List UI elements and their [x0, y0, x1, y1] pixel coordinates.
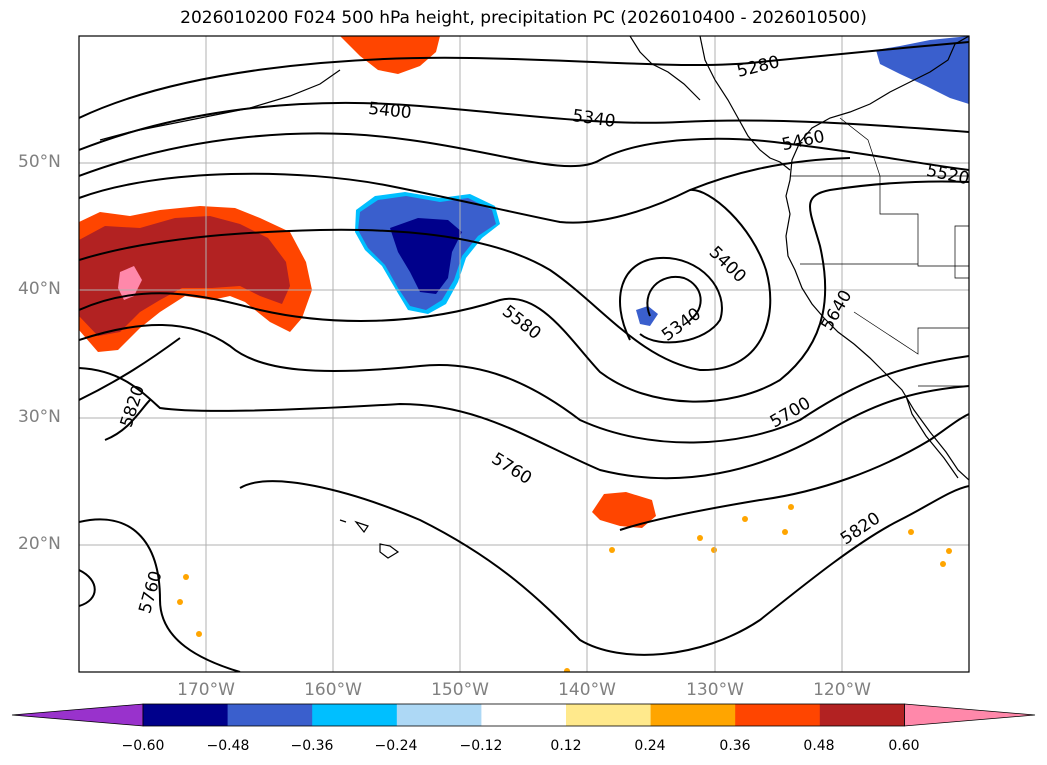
colorbar-tick: −0.12 — [459, 738, 503, 754]
colorbar-tick: 0.24 — [634, 738, 666, 754]
colorbar-bin — [227, 704, 313, 726]
colorbar-bin — [312, 704, 398, 726]
colorbar-tick: −0.24 — [374, 738, 418, 754]
colorbar-bins — [11, 703, 1036, 727]
colorbar-bin — [735, 704, 821, 726]
map-canvas: 5280 5400 5340 5460 5520 5400 5580 5340 … — [78, 35, 971, 673]
precip-negative-low — [636, 306, 658, 326]
lat-label: 50°N — [18, 152, 61, 172]
colorbar-bin — [566, 704, 652, 726]
contour-label: 5400 — [367, 99, 412, 123]
lon-label: 170°W — [177, 680, 235, 700]
lon-label: 120°W — [813, 680, 871, 700]
colorbar-bin — [819, 704, 905, 726]
political-borders — [790, 117, 969, 387]
lat-label: 30°N — [18, 407, 61, 427]
lat-label: 20°N — [18, 534, 61, 554]
colorbar-tick: 0.12 — [550, 738, 582, 754]
colorbar-tick: 0.60 — [888, 738, 920, 754]
lat-label: 40°N — [18, 279, 61, 299]
precip-negative-northeast — [876, 36, 969, 104]
height-contours — [79, 41, 969, 672]
colorbar-tick: −0.36 — [290, 738, 334, 754]
colorbar-bin — [650, 704, 736, 726]
colorbar-extend-left — [11, 703, 144, 727]
precip-positive-north — [340, 36, 440, 74]
lon-label: 160°W — [304, 680, 362, 700]
colorbar-bin — [481, 704, 567, 726]
precip-positive-south — [592, 492, 656, 528]
colorbar-tick: 0.36 — [719, 738, 751, 754]
colorbar-tick: 0.48 — [803, 738, 835, 754]
colorbar-tick: −0.60 — [121, 738, 165, 754]
lon-label: 140°W — [558, 680, 616, 700]
lon-label: 150°W — [431, 680, 489, 700]
map-frame — [78, 35, 970, 673]
colorbar-bin — [396, 704, 482, 726]
map-title: 2026010200 F024 500 hPa height, precipit… — [180, 8, 867, 28]
colorbar-frame — [142, 703, 905, 727]
map-background — [79, 36, 969, 672]
colorbar-bin — [143, 704, 229, 726]
lon-label: 130°W — [686, 680, 744, 700]
colorbar-extend-right — [904, 703, 1036, 727]
colorbar-tick: −0.48 — [206, 738, 250, 754]
